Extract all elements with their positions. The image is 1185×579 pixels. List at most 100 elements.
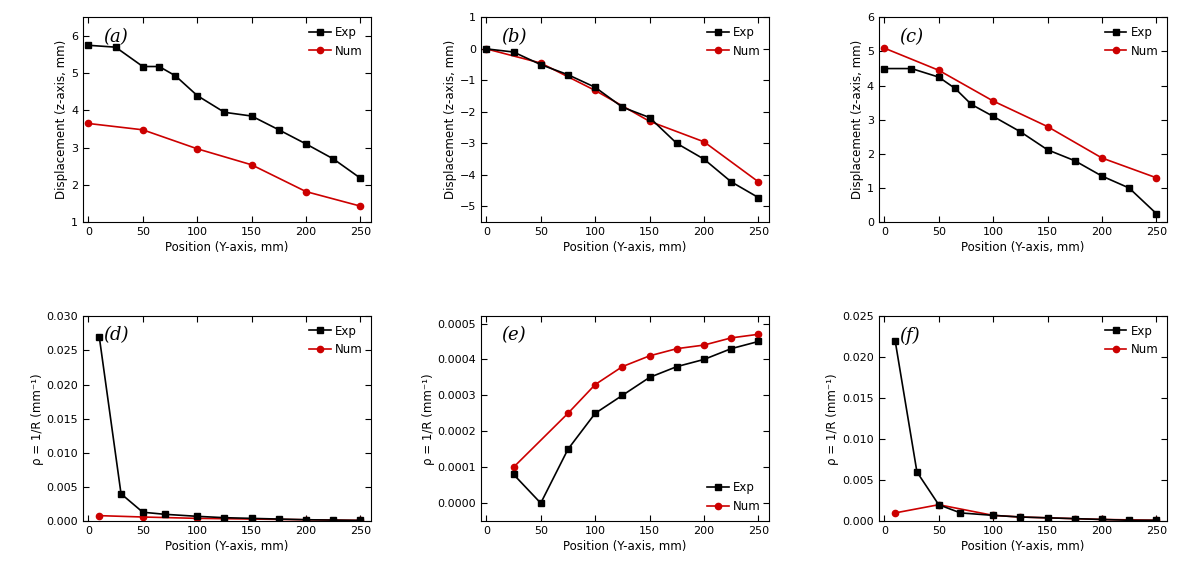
Exp: [533, 500, 547, 507]
Exp: [561, 71, 575, 78]
Num: [931, 67, 946, 74]
Num: [642, 118, 656, 125]
Num: [1149, 517, 1164, 524]
Exp: [190, 513, 204, 520]
Exp: [271, 515, 286, 522]
Num: [353, 203, 367, 210]
Exp: [588, 84, 602, 91]
Exp: [724, 178, 738, 185]
Y-axis label: Displacement (z-axis, mm): Displacement (z-axis, mm): [851, 40, 864, 199]
Num: [751, 331, 766, 338]
Exp: [948, 85, 962, 92]
Num: [353, 517, 367, 524]
Line: Num: Num: [882, 45, 1159, 181]
Text: (b): (b): [501, 28, 526, 46]
Exp: [986, 113, 1000, 120]
Line: Exp: Exp: [882, 65, 1159, 217]
X-axis label: Position (Y-axis, mm): Position (Y-axis, mm): [166, 241, 289, 254]
Exp: [1095, 173, 1109, 179]
Num: [299, 516, 313, 523]
Num: [244, 515, 258, 522]
Line: Num: Num: [96, 512, 364, 523]
X-axis label: Position (Y-axis, mm): Position (Y-axis, mm): [961, 540, 1084, 553]
Exp: [217, 514, 231, 521]
Num: [986, 97, 1000, 104]
Y-axis label: ρ = 1/R (mm⁻¹): ρ = 1/R (mm⁻¹): [31, 373, 44, 464]
Line: Exp: Exp: [892, 338, 1159, 523]
Exp: [910, 468, 924, 475]
Exp: [904, 65, 918, 72]
Exp: [1095, 516, 1109, 523]
Exp: [299, 516, 313, 523]
Exp: [299, 141, 313, 148]
Num: [1068, 515, 1082, 522]
Line: Num: Num: [511, 331, 762, 470]
Exp: [217, 109, 231, 116]
Exp: [697, 356, 711, 363]
Exp: [561, 446, 575, 453]
Exp: [670, 140, 684, 147]
Num: [986, 512, 1000, 519]
Exp: [136, 509, 150, 516]
Num: [299, 188, 313, 195]
Exp: [1149, 210, 1164, 217]
Exp: [82, 42, 96, 49]
Num: [888, 510, 902, 516]
Num: [479, 45, 493, 52]
Num: [92, 512, 107, 519]
Num: [1013, 514, 1027, 521]
Num: [190, 145, 204, 152]
Exp: [109, 43, 123, 50]
Num: [1040, 123, 1055, 130]
Exp: [642, 374, 656, 381]
Line: Num: Num: [483, 46, 762, 185]
Num: [1095, 155, 1109, 162]
Exp: [1040, 146, 1055, 153]
Exp: [533, 61, 547, 68]
Exp: [326, 516, 340, 523]
Exp: [168, 72, 182, 79]
Text: (c): (c): [899, 28, 923, 46]
X-axis label: Position (Y-axis, mm): Position (Y-axis, mm): [166, 540, 289, 553]
Exp: [877, 65, 891, 72]
Num: [697, 342, 711, 349]
Num: [697, 138, 711, 145]
Exp: [244, 515, 258, 522]
Num: [136, 514, 150, 521]
Exp: [642, 114, 656, 121]
Num: [588, 381, 602, 388]
X-axis label: Position (Y-axis, mm): Position (Y-axis, mm): [961, 241, 1084, 254]
Num: [642, 353, 656, 360]
Line: Exp: Exp: [85, 42, 364, 181]
X-axis label: Position (Y-axis, mm): Position (Y-axis, mm): [563, 241, 687, 254]
Exp: [1122, 185, 1136, 192]
Line: Exp: Exp: [96, 334, 364, 523]
Num: [1095, 516, 1109, 523]
Num: [82, 120, 96, 127]
Exp: [1013, 514, 1027, 521]
Exp: [751, 338, 766, 345]
Legend: Exp, Num: Exp, Num: [307, 323, 365, 359]
Line: Num: Num: [892, 501, 1159, 523]
Exp: [326, 155, 340, 162]
Exp: [615, 104, 629, 111]
Line: Exp: Exp: [511, 338, 762, 506]
Exp: [931, 501, 946, 508]
Num: [588, 87, 602, 94]
Exp: [114, 490, 128, 497]
Exp: [965, 101, 979, 108]
Num: [561, 410, 575, 417]
X-axis label: Position (Y-axis, mm): Position (Y-axis, mm): [563, 540, 687, 553]
Exp: [479, 45, 493, 52]
Num: [136, 126, 150, 133]
Legend: Exp, Num: Exp, Num: [705, 479, 763, 515]
Exp: [724, 345, 738, 352]
Num: [877, 45, 891, 52]
Legend: Exp, Num: Exp, Num: [1103, 23, 1161, 60]
Text: (d): (d): [103, 327, 129, 345]
Num: [751, 178, 766, 185]
Exp: [506, 471, 520, 478]
Num: [506, 464, 520, 471]
Num: [244, 162, 258, 168]
Exp: [954, 510, 968, 516]
